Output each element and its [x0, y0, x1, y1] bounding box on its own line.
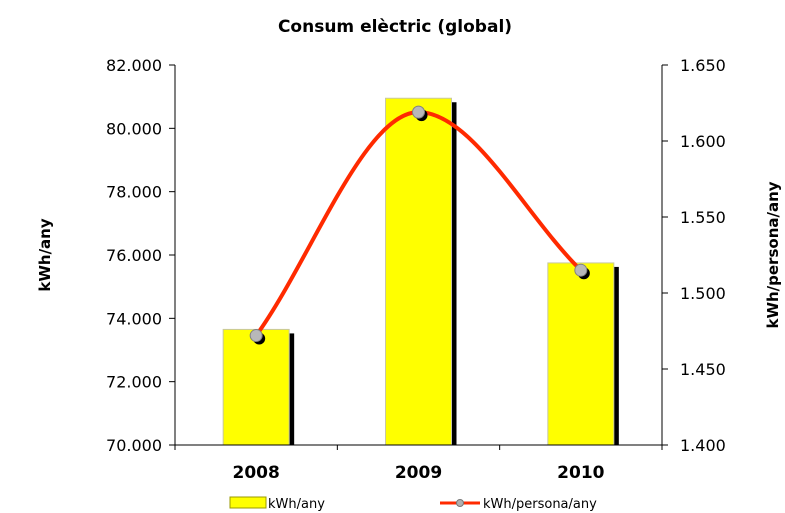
right-tick-label: 1.400	[680, 436, 726, 455]
line-point	[412, 105, 425, 119]
left-tick-label: 82.000	[106, 56, 162, 75]
chart-title: Consum elèctric (global)	[278, 17, 512, 37]
legend-bar-swatch	[229, 496, 267, 509]
right-tick-label: 1.600	[680, 132, 726, 151]
left-tick-label: 70.000	[106, 436, 162, 455]
left-tick-label: 80.000	[106, 119, 162, 138]
right-tick-label: 1.650	[680, 56, 726, 75]
line-point	[249, 329, 263, 343]
bar	[222, 328, 290, 446]
y-axis-label-right: kWh/persona/any	[764, 181, 782, 328]
legend-bar-label: kWh/any	[268, 497, 325, 512]
category-label: 2008	[233, 463, 280, 483]
left-tick-label: 72.000	[106, 373, 162, 392]
category-labels: 2008 2009 2010	[174, 445, 663, 483]
right-tick-label: 1.550	[680, 208, 726, 227]
category-label: 2010	[557, 463, 604, 483]
right-tick-label: 1.450	[680, 360, 726, 379]
legend-line-label: kWh/persona/any	[483, 497, 597, 512]
right-tick-label: 1.500	[680, 284, 726, 303]
left-tick-label: 78.000	[106, 183, 162, 202]
line-points	[249, 105, 590, 345]
y-axis-label-left: kWh/any	[36, 218, 54, 291]
bar	[385, 97, 452, 446]
right-ticks: 1.400 1.450 1.500 1.550 1.600 1.650	[662, 56, 726, 455]
line-point	[574, 263, 588, 277]
legend-line-marker	[456, 499, 464, 507]
legend: kWh/any kWh/persona/any	[229, 496, 597, 512]
left-tick-label: 74.000	[106, 309, 162, 328]
left-ticks: 70.000 72.000 74.000 76.000 78.000 80.000 82.0…	[106, 56, 175, 455]
category-label: 2009	[395, 463, 442, 483]
bars-layer	[222, 97, 619, 446]
left-tick-label: 76.000	[106, 246, 162, 265]
bar	[547, 262, 615, 446]
